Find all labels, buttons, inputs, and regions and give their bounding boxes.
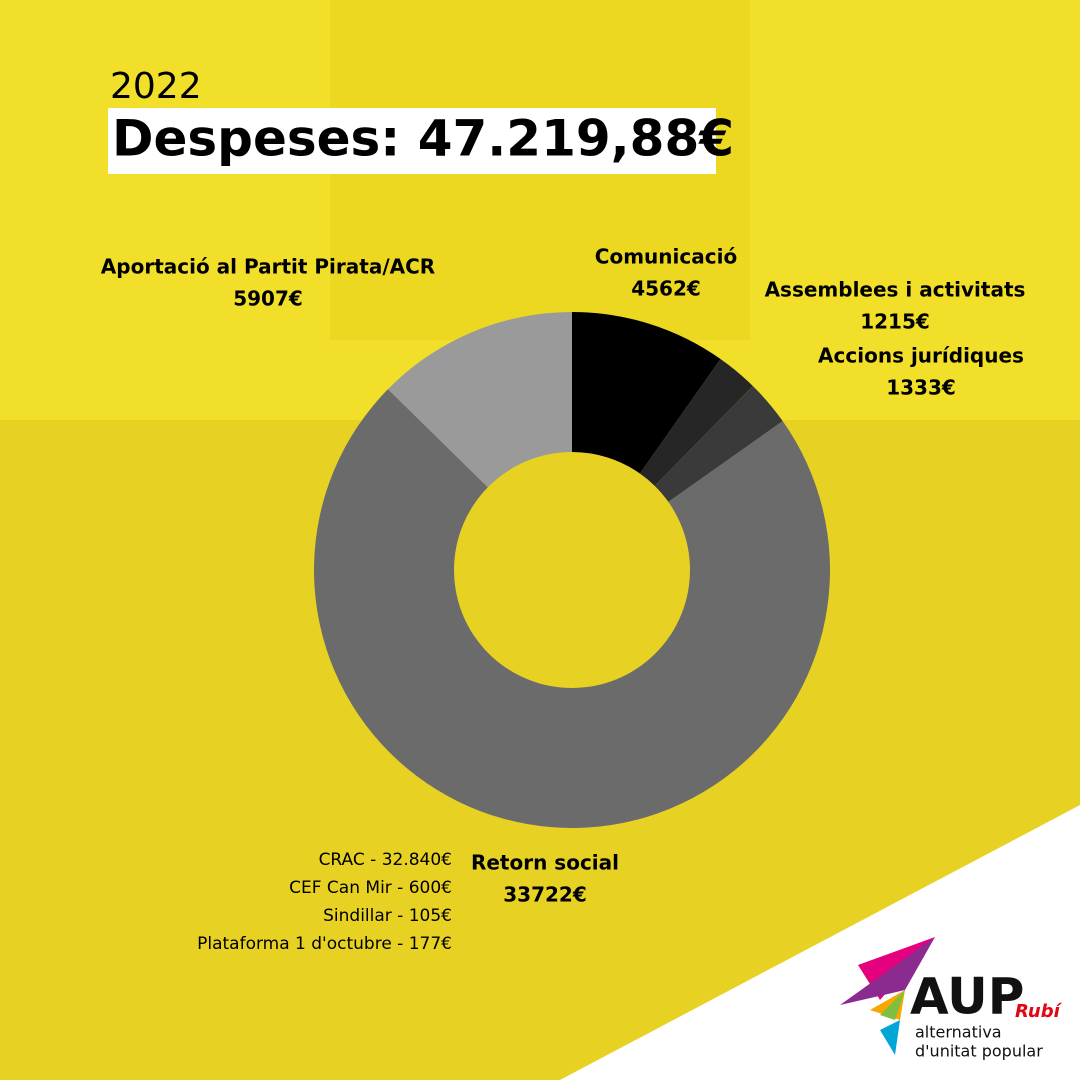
corner-panel xyxy=(560,805,1080,1080)
logo-name: AUP xyxy=(910,968,1024,1026)
annotation: CEF Can Mir - 600€ xyxy=(289,878,452,898)
slice-label: Assemblees i activitats xyxy=(765,278,1026,302)
slice-value: 1215€ xyxy=(860,310,930,334)
slice xyxy=(654,385,783,502)
slice-value: 1333€ xyxy=(886,376,956,400)
slice-value: 33722€ xyxy=(503,883,587,907)
logo-line: d'unitat popular xyxy=(915,1042,1043,1061)
slice xyxy=(313,389,830,828)
logo: AUP Rubí alternativa d'unitat popular xyxy=(840,937,1063,1061)
annotation: Sindillar - 105€ xyxy=(323,906,452,926)
slice xyxy=(387,312,572,488)
slice-value: 4562€ xyxy=(631,277,701,301)
logo-shape xyxy=(880,1020,900,1055)
slice xyxy=(572,312,721,474)
chart-title: Despeses: 47.219,88€ xyxy=(112,110,734,168)
slice-label: Comunicació xyxy=(595,245,737,269)
slice-label: Retorn social xyxy=(471,851,619,875)
annotation: Plataforma 1 d'octubre - 177€ xyxy=(197,934,452,954)
slice-value: 5907€ xyxy=(233,287,303,311)
logo-line: alternativa xyxy=(915,1023,1002,1042)
slice-label: Aportació al Partit Pirata/ACR xyxy=(101,255,435,279)
slice-label: Accions jurídiques xyxy=(818,344,1024,368)
title-box xyxy=(108,108,716,174)
slice xyxy=(639,359,753,486)
chart-subtitle: 2022 xyxy=(110,66,202,107)
annotation: CRAC - 32.840€ xyxy=(319,850,452,870)
logo-shape xyxy=(880,990,905,1020)
logo-town: Rubí xyxy=(1015,1001,1063,1022)
logo-shape xyxy=(840,937,935,1005)
